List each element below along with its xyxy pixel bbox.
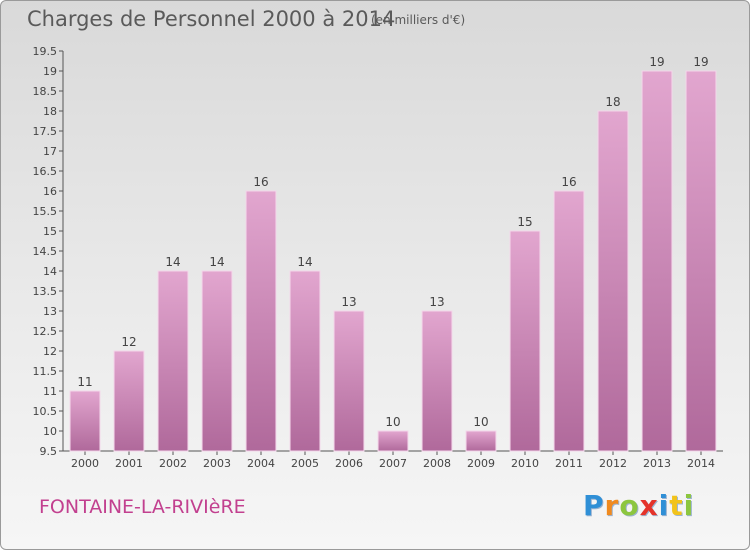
x-tick-label: 2011 — [555, 457, 583, 470]
bar — [509, 230, 541, 452]
bar-value-label: 19 — [693, 55, 708, 69]
bar-value-label: 12 — [121, 335, 136, 349]
bar-value-label: 13 — [429, 295, 444, 309]
x-tick-label: 2007 — [379, 457, 407, 470]
x-axis: 2000 2001 2002 2003 2004 2005 2006 2007 2008 2009… — [63, 450, 723, 470]
x-tick-label: 2009 — [467, 457, 495, 470]
y-tick-label: 15 — [43, 225, 57, 238]
y-axis: 9.5 10 10.5 11 11.5 12 12.5 13 13.5 14 14.5 15 15.5 1… — [33, 45, 64, 458]
x-tick-label: 2002 — [159, 457, 187, 470]
x-tick-label: 2014 — [687, 457, 715, 470]
bar — [377, 430, 409, 452]
x-tick-label: 2010 — [511, 457, 539, 470]
bar — [157, 270, 189, 452]
chart-subtitle: (en milliers d'€) — [371, 13, 466, 27]
y-tick-label: 13.5 — [33, 285, 58, 298]
y-tick-label: 16 — [43, 185, 57, 198]
y-tick-label: 18 — [43, 105, 57, 118]
bar-value-label: 16 — [253, 175, 268, 189]
logo-letter: r — [604, 489, 620, 522]
bar — [685, 70, 717, 452]
bar — [245, 190, 277, 452]
logo-letter: x — [639, 489, 659, 522]
x-tick-label: 2000 — [71, 457, 99, 470]
bar-value-label: 14 — [297, 255, 312, 269]
x-tick-label: 2006 — [335, 457, 363, 470]
bar-value-label: 14 — [209, 255, 224, 269]
y-tick-label: 17 — [43, 145, 57, 158]
y-tick-label: 10 — [43, 425, 57, 438]
x-tick-label: 2001 — [115, 457, 143, 470]
y-tick-label: 11.5 — [33, 365, 58, 378]
y-tick-label: 19 — [43, 65, 57, 78]
bar-value-label: 16 — [561, 175, 576, 189]
y-tick-label: 12.5 — [33, 325, 58, 338]
proxiti-logo: Proxiti — [583, 489, 694, 522]
x-tick-label: 2012 — [599, 457, 627, 470]
bars: 11 12 14 14 16 14 13 10 13 10 15 16 18 19 19 — [69, 55, 717, 452]
bar-value-label: 13 — [341, 295, 356, 309]
bar — [553, 190, 585, 452]
y-tick-label: 14 — [43, 265, 57, 278]
bar-value-label: 10 — [473, 415, 488, 429]
bar — [421, 310, 453, 452]
y-tick-label: 12 — [43, 345, 57, 358]
bar-value-label: 15 — [517, 215, 532, 229]
bar — [113, 350, 145, 452]
x-tick-label: 2005 — [291, 457, 319, 470]
bar-value-label: 19 — [649, 55, 664, 69]
x-tick-label: 2003 — [203, 457, 231, 470]
bar — [201, 270, 233, 452]
x-tick-label: 2008 — [423, 457, 451, 470]
logo-letter: i — [658, 489, 670, 522]
bar-value-label: 14 — [165, 255, 180, 269]
bar — [597, 110, 629, 452]
bar — [333, 310, 365, 452]
commune-name: FONTAINE-LA-RIVIèRE — [39, 496, 246, 518]
bar — [289, 270, 321, 452]
y-tick-label: 16.5 — [33, 165, 58, 178]
bar — [465, 430, 497, 452]
bar — [69, 390, 101, 452]
logo-letter: o — [619, 489, 640, 522]
y-tick-label: 18.5 — [33, 85, 58, 98]
bar-value-label: 10 — [385, 415, 400, 429]
y-tick-label: 11 — [43, 385, 57, 398]
bar — [641, 70, 673, 452]
y-tick-label: 9.5 — [40, 445, 58, 458]
bar-value-label: 18 — [605, 95, 620, 109]
bar-value-label: 11 — [77, 375, 92, 389]
y-tick-label: 17.5 — [33, 125, 58, 138]
logo-letter: i — [683, 489, 695, 522]
logo-letter: t — [669, 489, 684, 522]
x-tick-label: 2004 — [247, 457, 275, 470]
y-tick-label: 15.5 — [33, 205, 58, 218]
y-tick-label: 10.5 — [33, 405, 58, 418]
chart-title: Charges de Personnel 2000 à 2014 — [27, 7, 396, 31]
y-tick-label: 19.5 — [33, 45, 58, 58]
x-tick-label: 2013 — [643, 457, 671, 470]
y-tick-label: 14.5 — [33, 245, 58, 258]
y-tick-label: 13 — [43, 305, 57, 318]
logo-letter: P — [583, 489, 605, 522]
